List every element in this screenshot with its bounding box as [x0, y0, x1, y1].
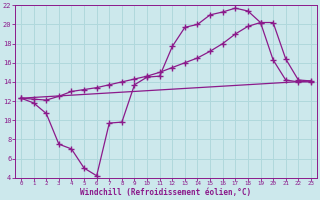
X-axis label: Windchill (Refroidissement éolien,°C): Windchill (Refroidissement éolien,°C) [80, 188, 252, 197]
